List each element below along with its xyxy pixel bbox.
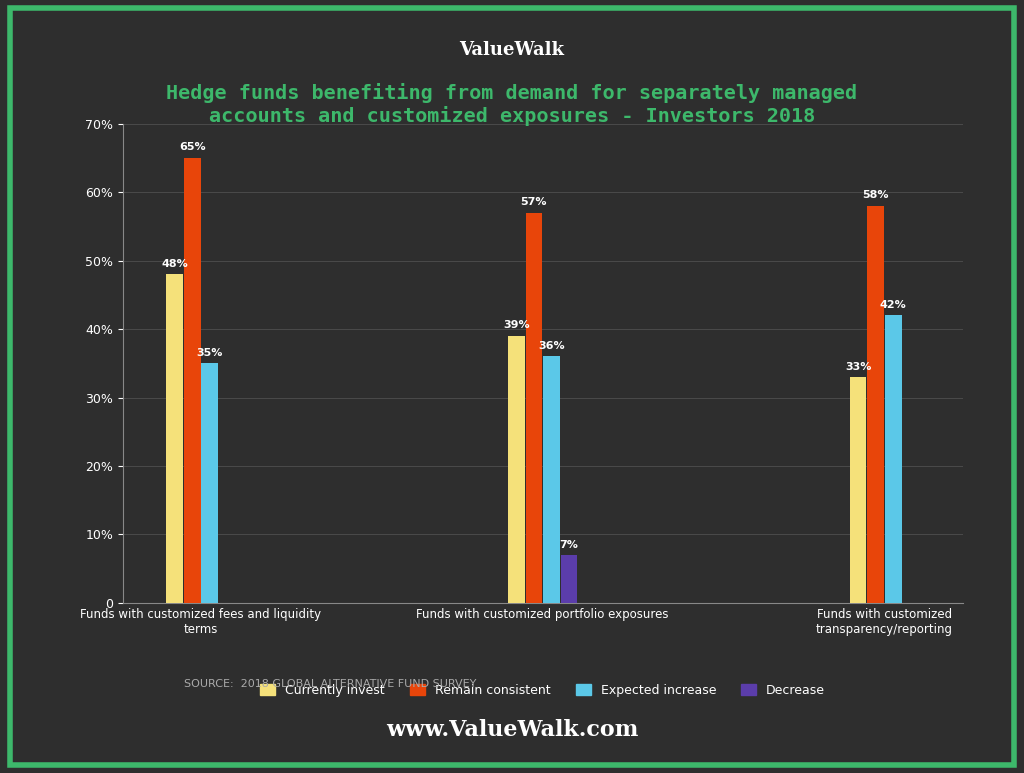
Text: 7%: 7% [560, 540, 579, 550]
Bar [508, 336, 524, 603]
Text: 57%: 57% [520, 197, 547, 207]
Text: 39%: 39% [503, 321, 529, 330]
Bar [166, 274, 183, 603]
Text: www.ValueWalk.com: www.ValueWalk.com [386, 720, 638, 741]
Text: 58%: 58% [862, 190, 889, 200]
Text: ValueWalk: ValueWalk [460, 41, 564, 60]
Legend: Currently invest, Remain consistent, Expected increase, Decrease: Currently invest, Remain consistent, Exp… [255, 679, 830, 702]
Bar [184, 158, 201, 603]
Text: 33%: 33% [845, 362, 871, 372]
Bar [867, 206, 884, 603]
Bar [525, 213, 543, 603]
Bar [561, 555, 578, 603]
Text: 48%: 48% [161, 259, 188, 269]
Text: 65%: 65% [179, 142, 206, 152]
Text: SOURCE:  2018 GLOBAL ALTERNATIVE FUND SURVEY: SOURCE: 2018 GLOBAL ALTERNATIVE FUND SUR… [184, 679, 477, 689]
Bar [543, 356, 560, 603]
Text: Hedge funds benefiting from demand for separately managed
accounts and customize: Hedge funds benefiting from demand for s… [167, 83, 857, 126]
Bar [885, 315, 901, 603]
Text: 35%: 35% [197, 348, 223, 358]
Bar [202, 363, 218, 603]
Text: 36%: 36% [539, 341, 565, 351]
Text: 42%: 42% [880, 300, 906, 310]
Bar [850, 377, 866, 603]
